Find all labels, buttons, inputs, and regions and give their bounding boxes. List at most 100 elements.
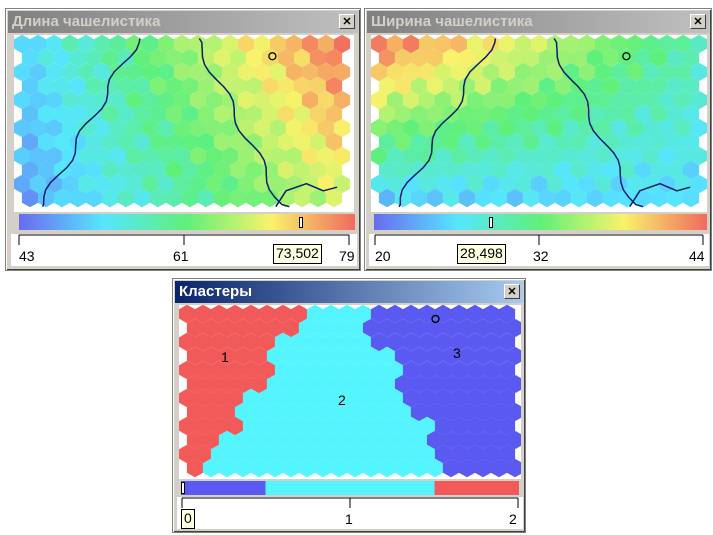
hex-cell — [141, 146, 159, 166]
hex-cell — [538, 76, 556, 96]
width-window-titlebar[interactable]: Ширина чашелистика ✕ — [367, 11, 709, 33]
hex-cell — [466, 388, 484, 408]
hex-cell — [378, 48, 396, 68]
hex-cell — [602, 48, 620, 68]
hex-cell — [237, 90, 255, 110]
hex-cell — [53, 48, 71, 68]
hex-cell — [554, 76, 572, 96]
hex-cell — [386, 62, 404, 82]
hex-cell — [14, 174, 31, 194]
hex-cell — [282, 374, 300, 394]
hex-cell — [101, 48, 119, 68]
hex-cell — [466, 444, 484, 464]
hex-cell — [418, 90, 436, 110]
hex-cell — [93, 118, 111, 138]
hex-cell — [410, 402, 428, 422]
hex-cell — [29, 90, 47, 110]
hex-cell — [371, 62, 388, 82]
hex-cell — [197, 76, 215, 96]
hex-cell — [197, 188, 215, 208]
hex-cell — [253, 118, 271, 138]
hex-cell — [690, 146, 707, 166]
hex-cell — [354, 305, 372, 324]
hex-cell — [490, 132, 508, 152]
clusters-window-titlebar[interactable]: Кластеры ✕ — [175, 281, 523, 303]
length-scale-marker[interactable] — [299, 217, 304, 228]
hex-cell — [245, 76, 263, 96]
width-hex-map[interactable] — [371, 35, 707, 212]
hex-cell — [371, 146, 388, 166]
hex-cell — [490, 76, 508, 96]
width-scale-marker[interactable] — [488, 217, 493, 228]
hex-cell — [165, 48, 183, 68]
hex-cell — [14, 118, 31, 138]
hex-cell — [133, 76, 151, 96]
hex-cell — [93, 35, 111, 54]
hex-cell — [234, 374, 252, 394]
hex-cell — [210, 416, 228, 436]
hex-cell — [194, 388, 212, 408]
clusters-scale-marker[interactable] — [181, 482, 185, 494]
hex-cell — [186, 318, 204, 338]
hex-cell — [506, 188, 524, 208]
hex-cell — [186, 402, 204, 422]
hex-cell — [474, 76, 492, 96]
hex-cell — [658, 90, 676, 110]
hex-cell — [546, 90, 564, 110]
hex-cell — [426, 76, 444, 96]
hex-cell — [498, 444, 516, 464]
hex-cell — [410, 458, 428, 478]
hex-cell — [410, 76, 428, 96]
hex-cell — [354, 360, 372, 380]
hex-cell — [149, 188, 167, 208]
hex-cell — [242, 332, 260, 352]
hex-cell — [594, 62, 612, 82]
hex-cell — [282, 458, 300, 478]
hex-cell — [69, 160, 87, 180]
hex-cell — [306, 360, 324, 380]
hex-cell — [330, 430, 348, 450]
hex-cell — [202, 458, 220, 478]
length-close-button[interactable]: ✕ — [339, 14, 355, 29]
hex-cell — [258, 305, 276, 324]
hex-cell — [426, 188, 444, 208]
width-close-button[interactable]: ✕ — [690, 14, 706, 29]
hex-cell — [410, 188, 428, 208]
clusters-hex-map[interactable] — [179, 305, 521, 479]
hex-cell — [213, 132, 231, 152]
hex-cell — [101, 132, 119, 152]
hex-cell — [234, 458, 252, 478]
hex-cell — [378, 188, 396, 208]
hex-cell — [53, 132, 71, 152]
hex-cell — [293, 48, 311, 68]
hex-cell — [298, 374, 316, 394]
length-hex-map[interactable] — [14, 35, 354, 212]
hex-cell — [179, 360, 196, 380]
hex-cell — [434, 332, 452, 352]
hex-cell — [506, 160, 524, 180]
hex-cell — [394, 104, 412, 124]
hex-cell — [85, 48, 103, 68]
hex-cell — [498, 146, 516, 166]
hex-cell — [218, 346, 236, 366]
hex-cell — [386, 305, 404, 324]
hex-cell — [418, 332, 436, 352]
hex-cell — [269, 35, 287, 54]
hex-cell — [474, 104, 492, 124]
hex-cell — [386, 118, 404, 138]
hex-cell — [371, 35, 388, 54]
hex-cell — [578, 62, 596, 82]
hex-cell — [29, 118, 47, 138]
hex-cell — [378, 346, 396, 366]
length-window-titlebar[interactable]: Длина чашелистика ✕ — [8, 11, 358, 33]
hex-cell — [213, 188, 231, 208]
hex-cell — [186, 430, 204, 450]
best-unit-circle — [622, 52, 631, 61]
hex-cell — [301, 35, 319, 54]
hex-cell — [394, 132, 412, 152]
hex-cell — [626, 146, 644, 166]
clusters-close-button[interactable]: ✕ — [504, 284, 520, 299]
hex-cell — [386, 360, 404, 380]
hex-cell — [141, 35, 159, 54]
hex-cell — [125, 35, 143, 54]
